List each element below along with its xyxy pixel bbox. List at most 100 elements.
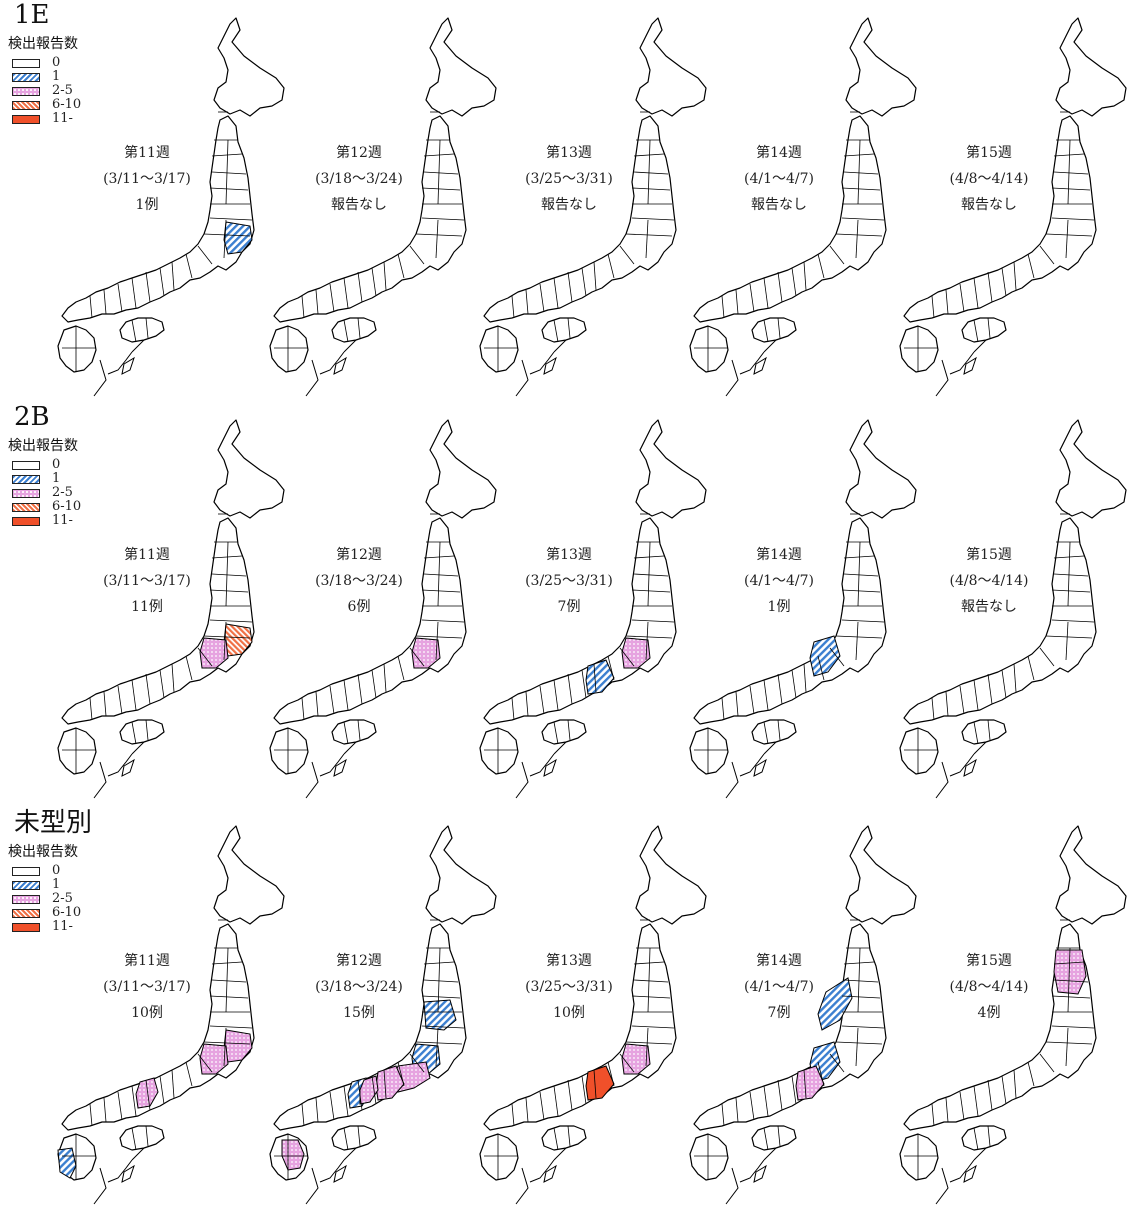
panel-label: 第14週 (4/1～4/7) 7例 [724,948,834,1026]
prefecture-border [567,271,573,303]
prefecture-border [211,555,243,559]
prefecture-border [197,1053,213,1073]
southern-islands [107,351,133,375]
prefecture-border [973,721,979,745]
prefecture-border [371,1075,377,1105]
map-panel: 第13週 (3/25～3/31) 10例 [436,816,707,1205]
kyushu-outline [689,1133,729,1181]
prefecture-border [435,219,439,259]
prefecture-border [1001,267,1007,297]
prefecture-border [945,691,949,717]
prefecture-border [423,555,455,559]
panel-label: 第15週 (4/8～4/14) 4例 [934,948,1044,1026]
prefecture-border [397,1061,405,1087]
map-panel: 第11週 (3/11～3/17) 10例 [14,816,285,1205]
panel-range: (4/1～4/7) [744,573,814,589]
prefecture-border [539,685,545,715]
panel-count: 7例 [557,599,581,615]
prefecture-border [145,1079,151,1111]
panel-label: 第13週 (3/25～3/31) 7例 [514,542,624,620]
kyushu-outline [479,1133,519,1181]
prefecture-border [857,139,861,205]
hokkaido-outline [425,419,497,519]
southern-islands [121,356,135,375]
panel-label: 第13週 (3/25～3/31) 10例 [514,948,624,1026]
prefecture-border [211,573,247,577]
hokkaido-outline [425,17,497,117]
prefecture-border [553,721,559,745]
prefecture-border [1051,217,1095,221]
panel-week: 第11週 [124,547,170,563]
japan-map [689,17,917,397]
prefecture-border [763,721,769,745]
map-panel: 第12週 (3/18～3/24) 15例 [226,816,497,1205]
prefecture-border [397,253,405,279]
prefecture-border [631,1025,675,1029]
prefecture-border [511,295,515,319]
prefecture-border [857,541,861,607]
prefecture-border [763,1127,769,1151]
legend-swatch-solid-red-orange [12,114,40,124]
prefecture-border [421,187,461,191]
legend-swatch-solid-red-orange [12,922,40,932]
prefecture-border [209,187,249,191]
panel-count: 15例 [343,1005,375,1021]
panel-range: (3/11～3/17) [103,171,191,187]
southern-islands [543,356,557,375]
hokkaido-outline [635,825,707,925]
region-tohoku-south [423,999,457,1031]
legend-item: 1 [8,70,108,84]
prefecture-border [211,171,247,175]
region-kansai [585,659,615,695]
region-kyushu-west [57,1147,77,1179]
prefecture-border [777,1079,783,1111]
prefecture-border [511,697,515,721]
prefecture-border [131,277,137,309]
region-kanto-south [199,1043,229,1075]
prefecture-border [735,1097,739,1123]
legend-swatch-pink-dotted [12,894,40,904]
panel-count: 10例 [131,1005,163,1021]
legend-item: 11- [8,920,108,934]
legend-item: 6-10 [8,906,108,920]
panel-week: 第11週 [124,145,170,161]
hokkaido-outline [845,825,917,925]
hokkaido-outline [1055,17,1127,117]
prefecture-border [421,1025,465,1029]
japan-map [479,17,707,397]
prefecture-border [645,621,649,661]
legend-item: 11- [8,112,108,126]
prefecture-border [843,555,875,559]
panel-week: 第13週 [546,547,592,563]
panel-week: 第15週 [966,953,1012,969]
southern-islands [543,758,557,777]
prefecture-border [631,187,671,191]
southern-islands [949,351,975,375]
prefecture-border [357,673,363,705]
prefecture-border [415,635,463,639]
prefecture-border [301,295,305,319]
map-panel: 第11週 (3/11～3/17) 11例 [14,410,285,799]
legend-label: 11- [52,111,73,126]
honshu-outline [483,517,677,725]
prefecture-border [829,1053,845,1073]
prefecture-border [843,961,875,965]
prefecture-border [437,947,441,1013]
panel-count: 11例 [131,599,163,615]
panel-range: (3/18～3/24) [315,979,403,995]
southern-islands [319,1159,345,1183]
legend-item: 11- [8,514,108,528]
legend-title: 検出報告数 [8,438,78,454]
panel-count: 報告なし [331,197,387,213]
prefecture-border [625,1041,673,1045]
region-kanto-south [411,637,441,669]
southern-islands [529,753,555,777]
prefecture-border [437,139,441,205]
prefecture-border [841,589,881,593]
prefecture-border [721,1103,725,1127]
southern-islands [543,1164,557,1183]
panel-label: 第14週 (4/1～4/7) 1例 [724,542,834,620]
prefecture-border [225,947,229,1013]
prefecture-border [855,1027,859,1067]
prefecture-border [829,647,845,667]
